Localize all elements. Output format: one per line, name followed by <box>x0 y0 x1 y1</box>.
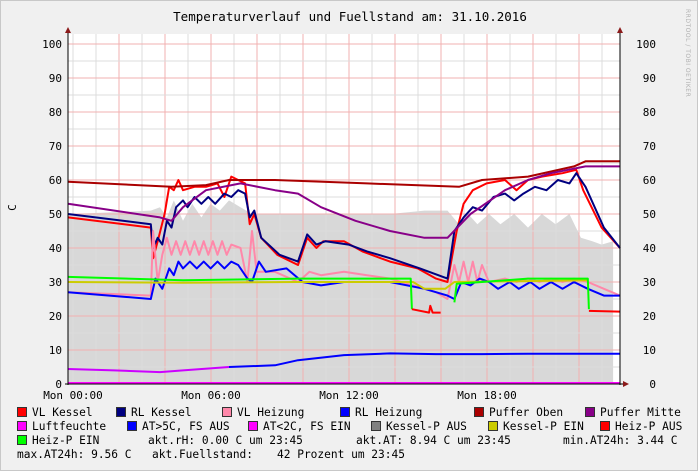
y-tick-label-right: 10 <box>643 344 656 357</box>
y-tick-label-left: 80 <box>49 106 62 119</box>
y-axis-arrow-icon <box>617 27 623 33</box>
watermark: RRDTOOL / TOBI OETIKER <box>684 9 691 98</box>
series-rl-kessel <box>67 172 621 280</box>
legend-label: VL Heizung <box>237 406 305 419</box>
series-heiz-p-ein <box>453 277 590 310</box>
legend-label: AT<2C, FS EIN <box>263 420 351 433</box>
y-tick-label-left: 90 <box>49 72 62 85</box>
y-tick-label-right: 0 <box>649 378 656 391</box>
legend-swatch <box>340 407 350 417</box>
legend-swatch <box>17 435 27 445</box>
legend-item: Heiz-P AUS <box>600 420 682 433</box>
series-at-2c-fs-ein <box>67 366 230 374</box>
y-axis-arrow-icon <box>65 27 71 33</box>
y-tick-label-right: 30 <box>643 276 656 289</box>
legend-item: Luftfeuchte <box>17 420 106 433</box>
series-puffer-oben <box>67 160 620 188</box>
legend-item: VL Kessel <box>17 406 93 419</box>
y-tick-label-right: 90 <box>643 72 656 85</box>
y-tick-label-right: 100 <box>636 38 656 51</box>
series-kessel-p-ein <box>67 279 588 290</box>
legend-swatch <box>488 421 498 431</box>
y-tick-label-left: 30 <box>49 276 62 289</box>
x-tick-label: Mon 00:00 <box>43 389 103 401</box>
y-tick-label-right: 80 <box>643 106 656 119</box>
y-tick-label-left: 60 <box>49 174 62 187</box>
y-tick-label-left: 70 <box>49 140 62 153</box>
legend-swatch <box>248 421 258 431</box>
x-axis-arrow-icon <box>623 381 629 387</box>
stat-min-at: min.AT24h: 3.44 C <box>563 434 678 447</box>
series-heiz-p-ein <box>67 275 413 310</box>
legend-item: AT>5C, FS AUS <box>127 420 230 433</box>
y-tick-label-right: 40 <box>643 242 656 255</box>
legend-swatch <box>222 407 232 417</box>
legend-item: AT<2C, FS EIN <box>248 420 351 433</box>
series-vl-kessel <box>67 168 621 283</box>
y-tick-label-right: 20 <box>643 310 656 323</box>
stat-fuell-value: 42 Prozent um 23:45 <box>277 448 405 461</box>
series-puffer-mitte <box>67 165 620 239</box>
legend-label: Kessel-P AUS <box>386 420 467 433</box>
y-tick-label-right: 60 <box>643 174 656 187</box>
stat-akt-rh: akt.rH: 0.00 C um 23:45 <box>148 434 303 447</box>
legend-item: Kessel-P AUS <box>371 420 467 433</box>
series-at-5c-fs-aus <box>228 352 620 368</box>
legend-swatch <box>116 407 126 417</box>
stat-fuell-label: akt.Fuellstand: <box>152 448 254 461</box>
y-tick-label-right: 70 <box>643 140 656 153</box>
x-tick-label: Mon 06:00 <box>181 389 241 401</box>
series-heiz-p-aus <box>411 304 441 314</box>
legend-swatch <box>17 421 27 431</box>
y-tick-label-right: 50 <box>643 208 656 221</box>
legend-item: Kessel-P EIN <box>488 420 584 433</box>
legend-item: RL Heizung <box>340 406 422 419</box>
x-tick-label: Mon 12:00 <box>319 389 379 401</box>
legend-label: RL Kessel <box>131 406 192 419</box>
y-tick-label-left: 10 <box>49 344 62 357</box>
y-tick-label-left: 0 <box>55 378 62 391</box>
y-tick-label-left: 100 <box>42 38 62 51</box>
fuellstand-area <box>68 200 614 384</box>
y-tick-label-left: 50 <box>49 208 62 221</box>
legend-item: VL Heizung <box>222 406 304 419</box>
legend-label: VL Kessel <box>32 406 93 419</box>
legend-label: AT>5C, FS AUS <box>142 420 230 433</box>
legend-label: Puffer Mitte <box>600 406 681 419</box>
legend-swatch <box>600 421 610 431</box>
legend-label: Heiz-P EIN <box>32 434 100 447</box>
legend-swatch <box>474 407 484 417</box>
legend-swatch <box>585 407 595 417</box>
legend-item: Puffer Mitte <box>585 406 681 419</box>
legend-item: Heiz-P EIN <box>17 434 99 447</box>
legend-swatch <box>17 407 27 417</box>
y-tick-label-left: 40 <box>49 242 62 255</box>
legend-label: Luftfeuchte <box>32 420 107 433</box>
y-tick-label-left: 20 <box>49 310 62 323</box>
chart-title: Temperaturverlauf und Fuellstand am: 31.… <box>173 9 527 24</box>
stat-max-at: max.AT24h: 9.56 C <box>17 448 132 461</box>
legend-label: Heiz-P AUS <box>615 420 683 433</box>
legend-label: Kessel-P EIN <box>503 420 584 433</box>
stat-akt-at: akt.AT: 8.94 C um 23:45 <box>356 434 511 447</box>
legend-item: RL Kessel <box>116 406 192 419</box>
plot-area: 0 0 10 10 20 20 30 30 40 40 50 50 60 60 70 70 80 80 90 90 10… <box>42 27 656 401</box>
legend-item: Puffer Oben <box>474 406 563 419</box>
x-tick-label: Mon 18:00 <box>457 389 517 401</box>
legend-swatch <box>127 421 137 431</box>
legend-label: RL Heizung <box>355 406 423 419</box>
series-heiz-p-aus <box>588 309 621 313</box>
legend-swatch <box>371 421 381 431</box>
legend-label: Puffer Oben <box>489 406 564 419</box>
